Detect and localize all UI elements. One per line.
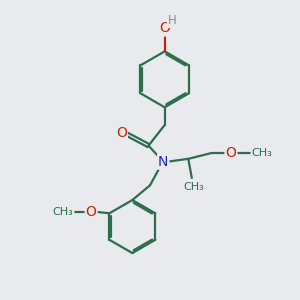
Text: CH₃: CH₃ bbox=[183, 182, 204, 192]
Text: CH₃: CH₃ bbox=[53, 207, 74, 217]
Text: O: O bbox=[226, 146, 236, 160]
Text: N: N bbox=[158, 155, 168, 169]
Text: O: O bbox=[116, 126, 127, 140]
Text: O: O bbox=[159, 21, 170, 35]
Text: CH₃: CH₃ bbox=[251, 148, 272, 158]
Text: H: H bbox=[168, 14, 176, 27]
Text: O: O bbox=[86, 205, 97, 219]
